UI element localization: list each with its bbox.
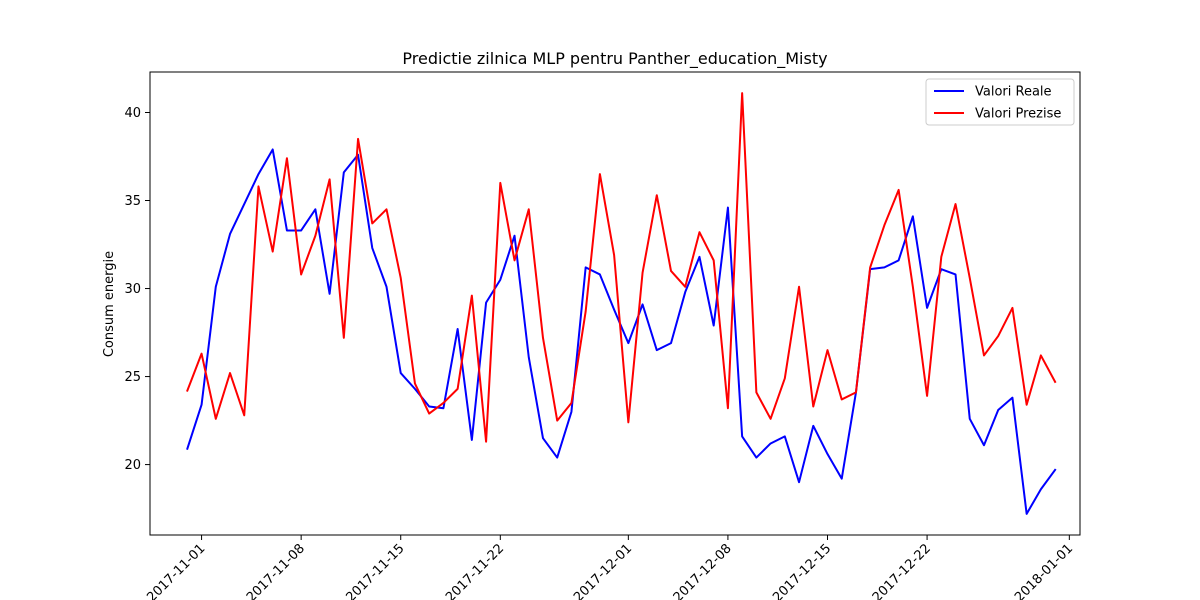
- x-tick-label: 2017-11-15: [344, 541, 408, 600]
- x-tick-label: 2017-12-15: [770, 541, 834, 600]
- plot-area: [150, 72, 1080, 535]
- y-tick-label: 30: [124, 282, 141, 297]
- x-tick-label: 2017-11-22: [443, 541, 507, 600]
- y-tick-label: 25: [124, 370, 141, 385]
- chart-title: Predictie zilnica MLP pentru Panther_edu…: [402, 49, 827, 69]
- x-tick-label: 2017-12-08: [671, 541, 735, 600]
- plot-background: [150, 72, 1080, 535]
- y-tick-label: 40: [124, 106, 141, 121]
- series-line-valori-reale: [186, 148, 1057, 515]
- series-layer: [186, 92, 1057, 515]
- y-tick-label: 35: [124, 194, 141, 209]
- x-tick-label: 2017-12-22: [870, 541, 934, 600]
- x-tick-label: 2018-01-01: [1012, 541, 1076, 600]
- y-axis-label: Consum energie: [102, 251, 117, 357]
- legend-label: Valori Prezise: [975, 107, 1061, 122]
- legend-label: Valori Reale: [975, 85, 1052, 100]
- x-tick-label: 2017-11-01: [144, 541, 208, 600]
- y-tick-label: 20: [124, 458, 141, 473]
- series-line-valori-prezise: [186, 92, 1057, 443]
- x-tick-label: 2017-11-08: [244, 541, 308, 600]
- legend: Valori Reale Valori Prezise: [925, 78, 1075, 126]
- axes-frame: [149, 71, 1081, 536]
- x-tick-label: 2017-12-01: [571, 541, 635, 600]
